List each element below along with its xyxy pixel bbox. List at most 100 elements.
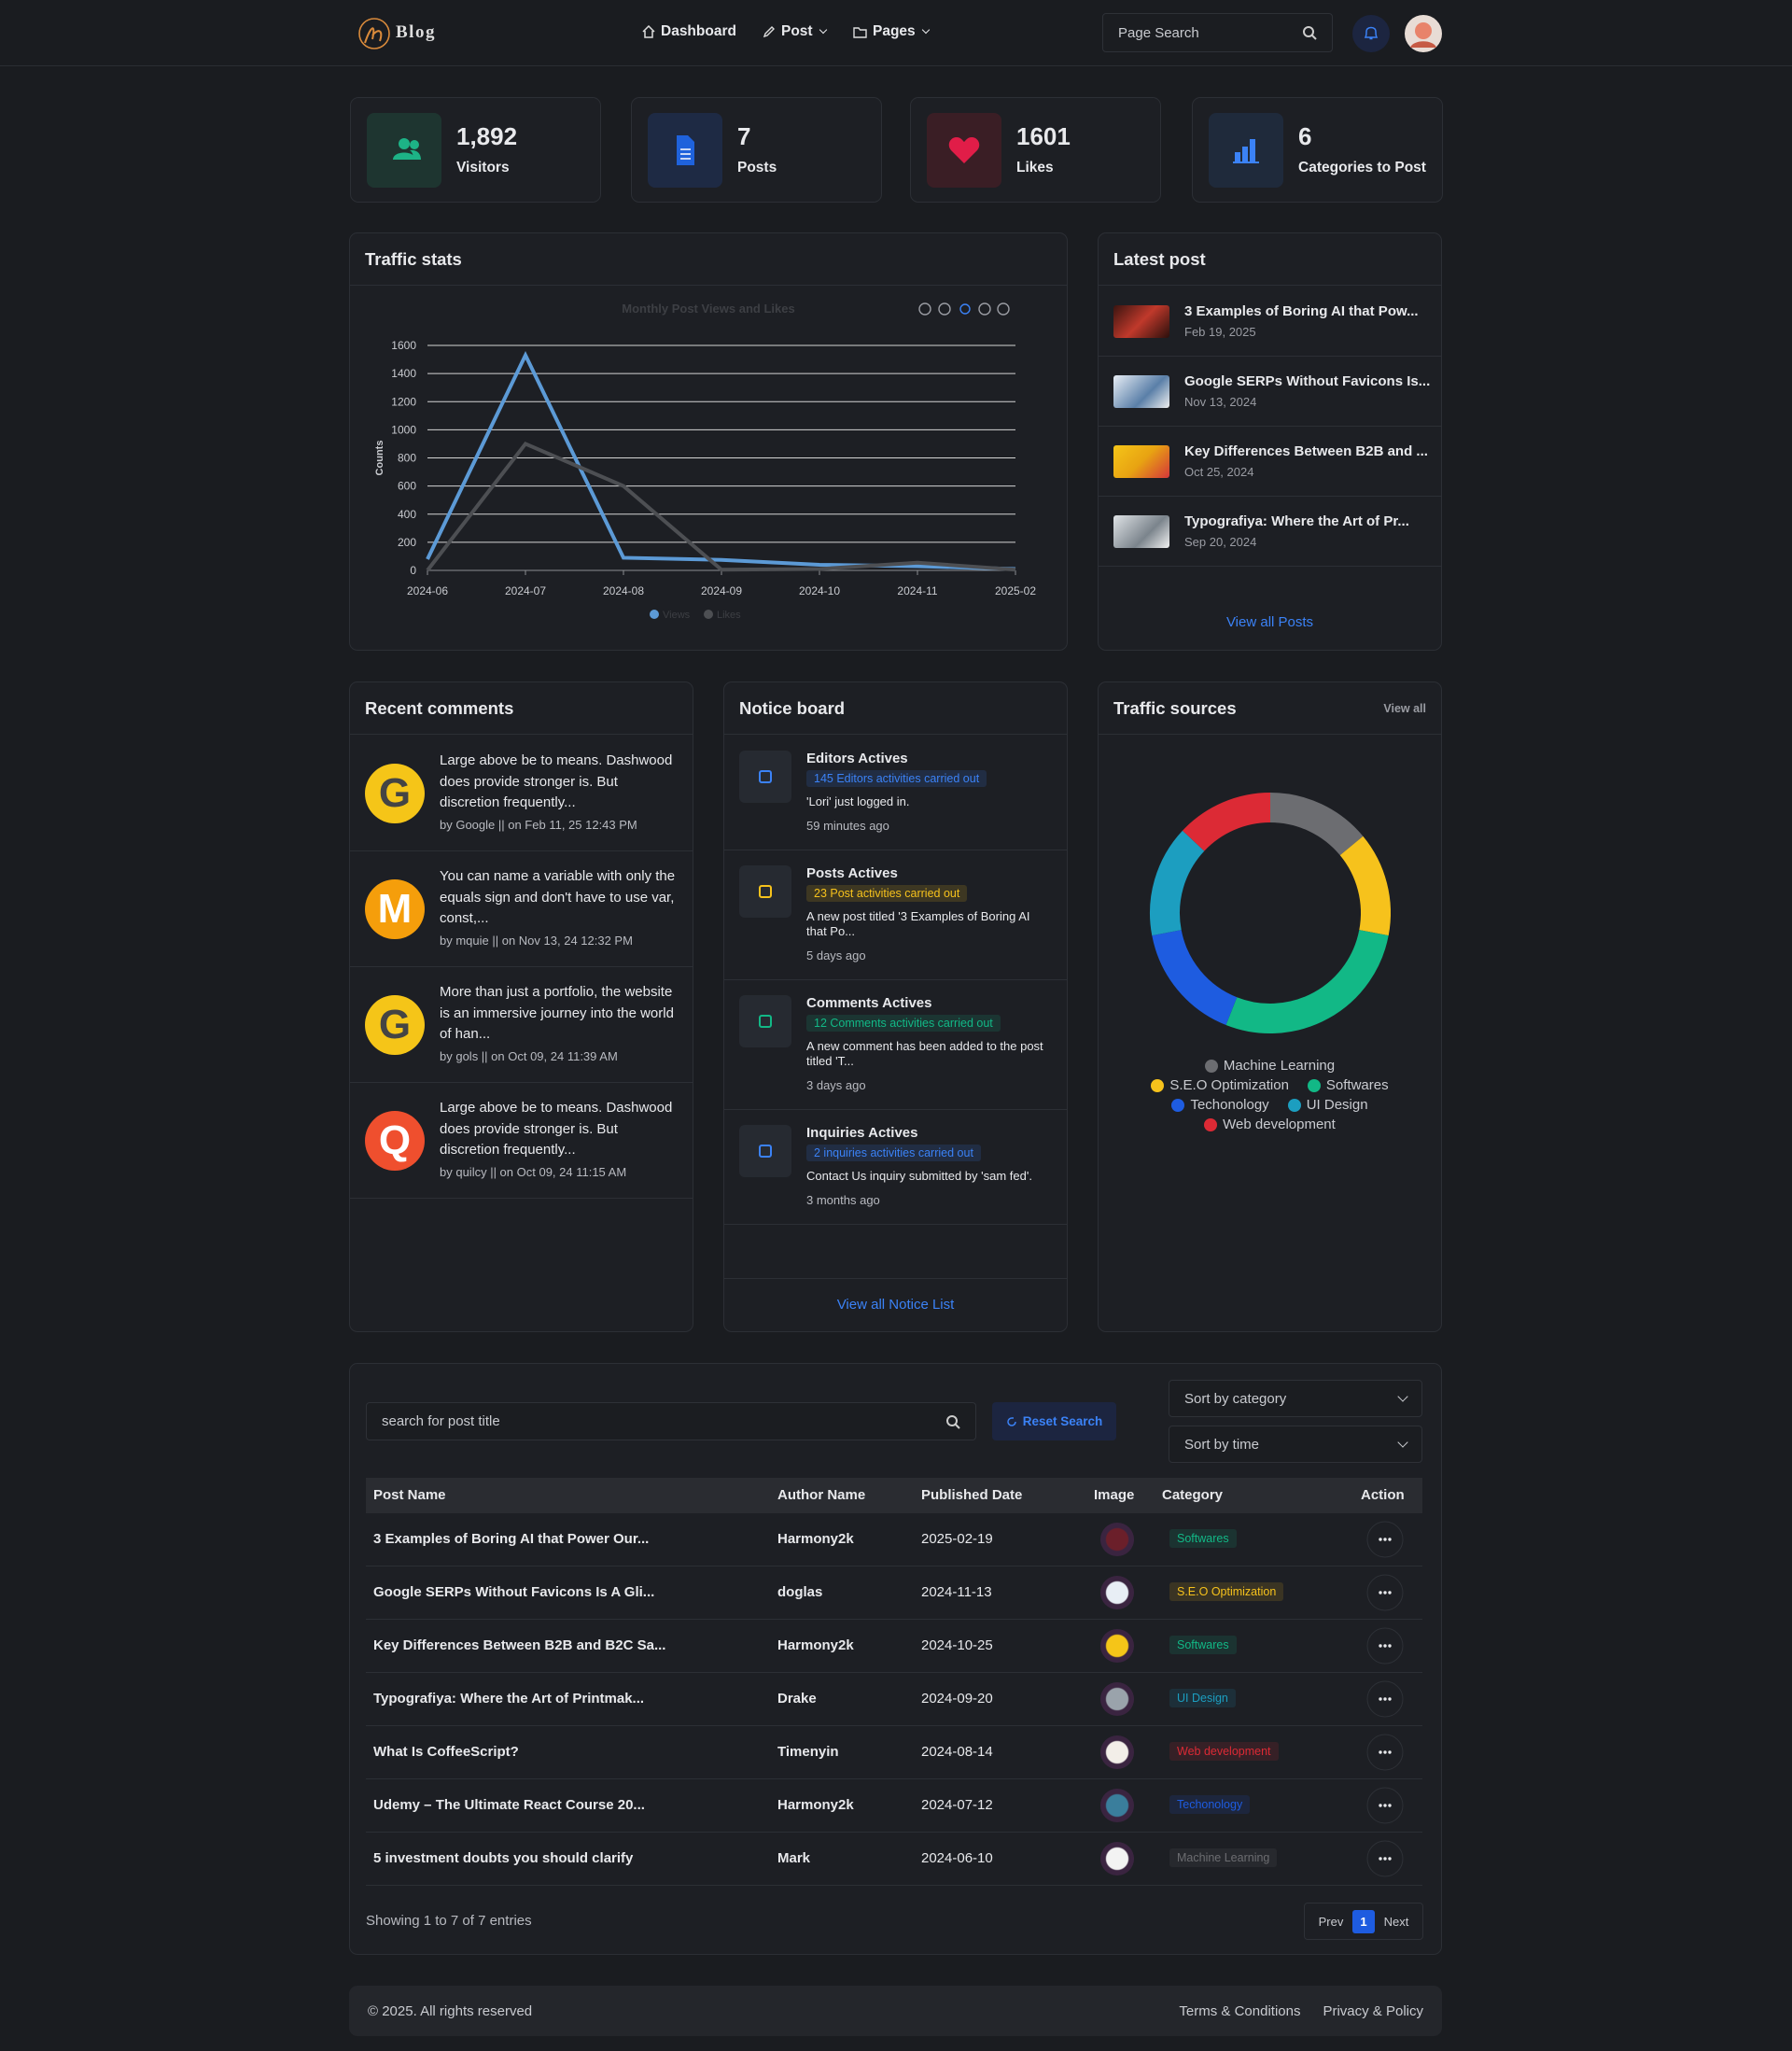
folder-icon — [853, 26, 867, 38]
view-all-sources[interactable]: View all — [1383, 701, 1426, 715]
stat-icon-box — [1209, 113, 1283, 188]
nav-dashboard[interactable]: Dashboard — [642, 23, 736, 40]
stat-icon-box — [927, 113, 1001, 188]
icon-part — [410, 149, 421, 160]
post-thumbnail — [1113, 515, 1169, 548]
notice-time: 5 days ago — [806, 948, 866, 962]
stat-value: 1,892 — [456, 122, 518, 150]
sort-time-select[interactable]: Sort by time — [1169, 1426, 1422, 1463]
select-label: Sort by time — [1184, 1436, 1260, 1453]
legend-item[interactable]: Techonology — [1171, 1097, 1269, 1113]
row-thumbnail — [1100, 1789, 1134, 1822]
home-icon — [642, 25, 655, 38]
notice-item: Comments Actives 12 Comments activities c… — [724, 980, 1067, 1110]
action-button[interactable] — [1366, 1627, 1404, 1665]
cell-author: doglas — [777, 1584, 823, 1600]
stat-icon — [393, 138, 421, 160]
footer-link[interactable]: Terms & Conditions — [1179, 2002, 1301, 2019]
page-current[interactable]: 1 — [1352, 1909, 1375, 1933]
post-date: Sep 20, 2024 — [1184, 535, 1257, 549]
table-row: 3 Examples of Boring AI that Power Our..… — [366, 1513, 1422, 1566]
action-button[interactable] — [1366, 1680, 1404, 1718]
legend-item[interactable]: Web development — [1204, 1117, 1336, 1132]
card-title: Notice board — [739, 697, 846, 718]
line-series — [426, 441, 1016, 572]
line-series — [426, 350, 1016, 571]
select-label: Sort by category — [1184, 1390, 1287, 1407]
comment-text: Large above be to means. Dashwood does p… — [440, 1100, 673, 1158]
post-title: Google SERPs Without Favicons Is... — [1184, 373, 1431, 389]
notification-button[interactable] — [1351, 14, 1391, 53]
toolbar-icon[interactable] — [978, 302, 991, 316]
stat-value: 7 — [737, 122, 751, 150]
category-badge: Softwares — [1169, 1636, 1237, 1654]
toolbar-icon[interactable] — [959, 303, 971, 315]
page-link[interactable]: Prev — [1318, 1914, 1344, 1929]
nav-post[interactable]: Post — [763, 23, 827, 40]
recent-comments-card: Recent comments G Large above be to means… — [349, 681, 693, 1332]
legend-item[interactable]: Machine Learning — [1204, 1058, 1335, 1074]
cell-name: Udemy – The Ultimate React Course 20... — [373, 1797, 645, 1813]
footer-link[interactable]: Privacy & Policy — [1323, 2002, 1423, 2019]
reset-icon-path — [1006, 1416, 1016, 1426]
notice-item: Inquiries Actives 2 inquiries activities … — [724, 1110, 1067, 1225]
latest-post-item[interactable]: Google SERPs Without Favicons Is... Nov 1… — [1099, 357, 1441, 427]
notice-title: Inquiries Actives — [806, 1125, 918, 1141]
footer: © 2025. All rights reserved Terms & Cond… — [349, 1986, 1442, 2036]
post-title: Typografiya: Where the Art of Pr... — [1184, 513, 1409, 529]
nav-label: Post — [781, 23, 813, 39]
page-link[interactable]: Next — [1383, 1914, 1409, 1929]
toolbar-icon[interactable] — [918, 302, 931, 316]
post-title: Key Differences Between B2B and ... — [1184, 443, 1428, 459]
action-button[interactable] — [1366, 1840, 1404, 1877]
latest-post-item[interactable]: Typografiya: Where the Art of Pr... Sep 2… — [1099, 497, 1441, 567]
reset-search-button[interactable]: Reset Search — [992, 1402, 1116, 1440]
post-search[interactable]: search for post title — [366, 1402, 976, 1440]
column-header: Post Name — [373, 1487, 446, 1503]
latest-post-item[interactable]: Key Differences Between B2B and ... Oct 2… — [1099, 427, 1441, 497]
x-tick-label: 2024-10 — [799, 584, 840, 597]
user-avatar[interactable] — [1404, 14, 1443, 53]
action-button[interactable] — [1366, 1574, 1404, 1611]
y-tick-label: 0 — [410, 564, 416, 577]
notice-text: A new post titled '3 Examples of Boring … — [806, 909, 1030, 938]
action-dot — [1388, 1538, 1392, 1541]
legend-item[interactable]: Softwares — [1307, 1077, 1389, 1093]
notice-board-card: Notice board View all Notice List Editor… — [723, 681, 1068, 1332]
cell-date: 2024-11-13 — [921, 1584, 992, 1600]
page-search[interactable]: Page Search — [1102, 13, 1333, 52]
action-dot — [1388, 1804, 1392, 1807]
post-thumbnail — [1113, 445, 1169, 478]
legend-item[interactable]: UI Design — [1287, 1097, 1368, 1113]
action-button[interactable] — [1366, 1734, 1404, 1771]
y-tick-label: 1400 — [391, 367, 416, 380]
x-tick-label: 2024-06 — [407, 584, 448, 597]
table-row: Key Differences Between B2B and B2C Sa..… — [366, 1620, 1422, 1673]
action-button[interactable] — [1366, 1787, 1404, 1824]
y-tick-label: 400 — [398, 508, 416, 521]
legend-label: S.E.O Optimization — [1169, 1077, 1289, 1093]
action-button[interactable] — [1366, 1521, 1404, 1558]
comment-text: More than just a portfolio, the website … — [440, 984, 674, 1042]
chart-toolbar[interactable] — [918, 302, 1010, 316]
traffic-sources-card: Traffic sources View all Machine Learnin… — [1098, 681, 1442, 1332]
sort-category-select[interactable]: Sort by category — [1169, 1380, 1422, 1417]
search-icon — [946, 1414, 960, 1429]
notice-title: Posts Actives — [806, 865, 898, 881]
chevron — [819, 25, 827, 35]
legend-item[interactable]: S.E.O Optimization — [1151, 1077, 1289, 1093]
view-all-posts[interactable]: View all Posts — [1225, 614, 1314, 630]
view-all-notices[interactable]: View all Notice List — [724, 1278, 1067, 1331]
nav-pages[interactable]: Pages — [853, 23, 930, 40]
latest-post-item[interactable]: 3 Examples of Boring AI that Pow... Feb 1… — [1099, 287, 1441, 357]
donut-legend: Machine Learning S.E.O Optimization Softwa… — [1099, 1058, 1441, 1132]
bell-bg — [1352, 15, 1390, 52]
notice-item: Editors Actives 145 Editors activities ca… — [724, 736, 1067, 850]
reset-label: Reset Search — [1022, 1414, 1103, 1428]
toolbar-icon[interactable] — [938, 302, 951, 316]
logo-mark — [358, 18, 390, 49]
toolbar-icon[interactable] — [997, 302, 1010, 316]
action-dot — [1383, 1804, 1387, 1807]
line-chart: Monthly Post Views and Likes 0 200 400 600 80… — [374, 302, 1036, 621]
